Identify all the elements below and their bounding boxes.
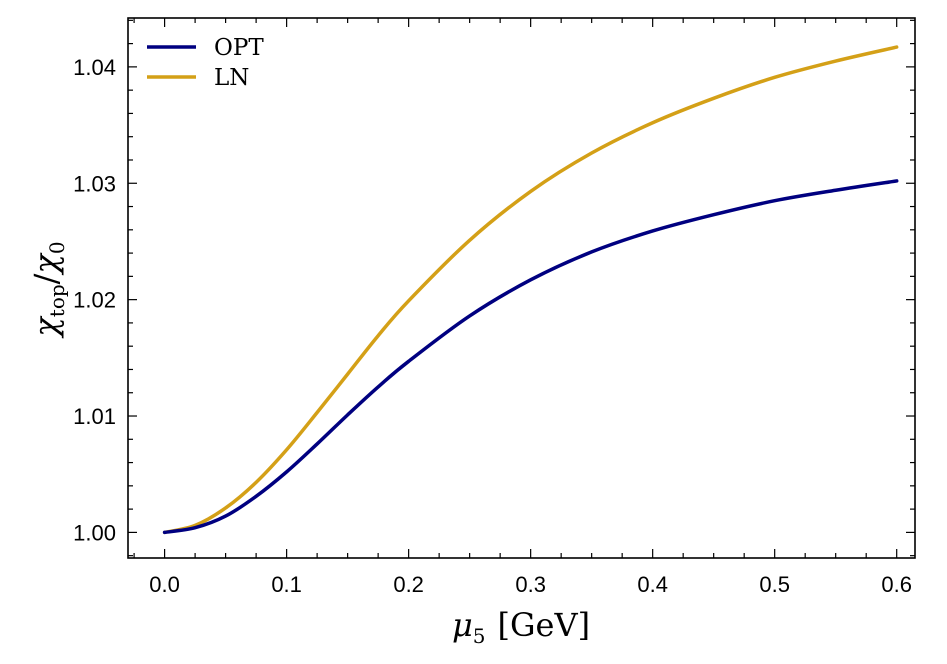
legend-label-opt: OPT	[214, 35, 264, 61]
ticks-layer	[128, 18, 915, 558]
legend: OPT LN	[147, 35, 264, 91]
x-axis-subscript: 5	[473, 624, 486, 648]
x-axis-unit: [GeV]	[497, 606, 590, 644]
y-axis-numerator-subscript: top	[45, 284, 69, 317]
x-tick-label-0-1: 0.1	[271, 572, 302, 597]
legend-label-ln: LN	[214, 65, 249, 91]
y-axis-slash: /	[27, 273, 65, 284]
y-tick-label-1-02: 1.02	[73, 288, 116, 313]
y-axis-numerator-symbol: χ	[27, 316, 65, 339]
y-tick-label-1-04: 1.04	[73, 55, 116, 80]
x-tick-label-0-0: 0.0	[149, 572, 180, 597]
x-tick-label-0-2: 0.2	[393, 572, 424, 597]
x-tick-label-0-5: 0.5	[759, 572, 790, 597]
series-layer	[162, 45, 899, 535]
y-axis-denominator-subscript: 0	[45, 241, 69, 254]
y-axis-label: χtop/χ0	[27, 241, 69, 338]
x-axis-label: μ5 [GeV]	[452, 606, 590, 648]
y-tick-label-1-01: 1.01	[73, 404, 116, 429]
x-tick-label-0-6: 0.6	[881, 572, 912, 597]
x-axis-symbol: μ	[452, 606, 473, 644]
y-tick-label-1-00: 1.00	[73, 520, 116, 545]
x-tick-label-0-3: 0.3	[515, 572, 546, 597]
series-line-opt	[162, 179, 899, 535]
y-axis-denominator-symbol: χ	[27, 253, 65, 276]
x-tick-label-0-4: 0.4	[637, 572, 668, 597]
y-tick-label-1-03: 1.03	[73, 171, 116, 196]
plot-frame	[127, 17, 916, 559]
series-line-ln	[162, 45, 899, 535]
tick-labels-layer: 0.0 0.1 0.2 0.3 0.4 0.5 0.6 1.00 1.01 1.02 1.03 1.0…	[73, 55, 912, 597]
